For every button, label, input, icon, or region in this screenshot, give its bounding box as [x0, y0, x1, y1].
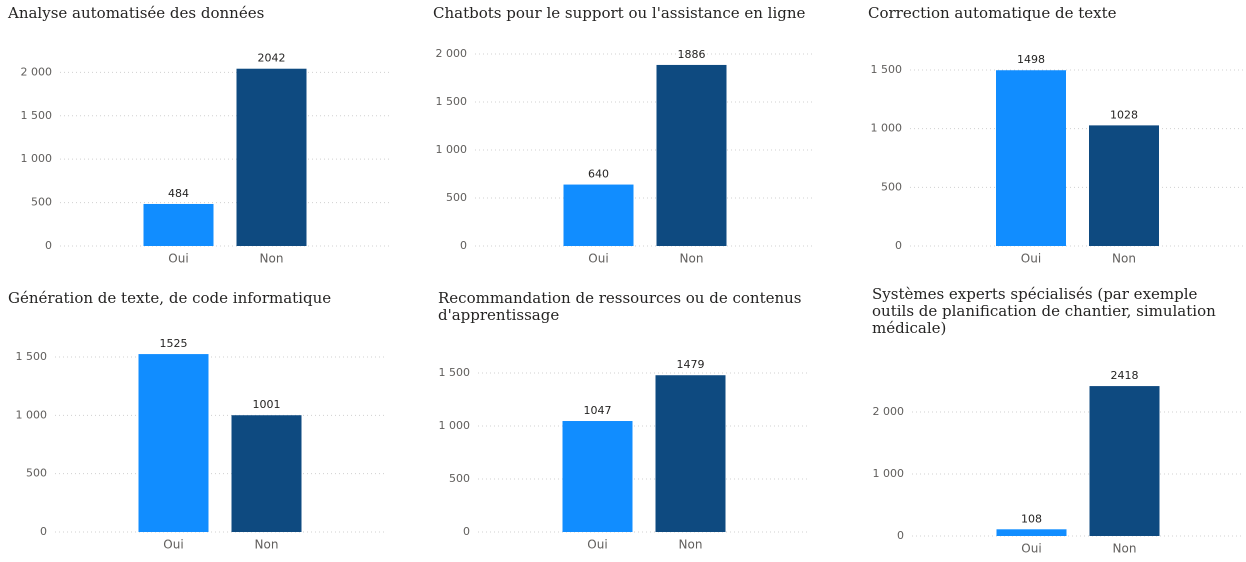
bar — [562, 421, 633, 532]
chart-title: Correction automatique de texte — [868, 4, 1117, 22]
y-tick-label: 500 — [881, 180, 902, 193]
y-tick-label: 1 500 — [21, 109, 53, 122]
bar — [655, 375, 726, 532]
chart-title: Analyse automatisée des données — [8, 4, 265, 22]
x-tick-label: Non — [1112, 252, 1136, 266]
y-tick-label: 2 000 — [436, 47, 468, 60]
bar — [236, 68, 307, 246]
y-tick-label: 0 — [460, 239, 467, 252]
y-tick-label: 2 000 — [873, 405, 905, 418]
data-label: 1498 — [1017, 53, 1045, 66]
y-tick-label: 2 000 — [21, 65, 53, 78]
y-tick-label: 1 500 — [439, 366, 471, 379]
bar — [231, 415, 302, 532]
y-tick-label: 1 000 — [871, 122, 903, 135]
x-tick-label: Non — [1113, 542, 1137, 556]
y-tick-label: 1 000 — [873, 467, 905, 480]
y-tick-label: 1 000 — [439, 419, 471, 432]
chart-title: Chatbots pour le support ou l'assistance… — [433, 4, 806, 22]
x-tick-label: Oui — [588, 252, 608, 266]
x-tick-label: Non — [255, 538, 279, 552]
y-tick-label: 1 000 — [436, 143, 468, 156]
data-label: 1047 — [584, 404, 612, 417]
bar — [656, 64, 727, 246]
data-label: 2042 — [258, 52, 286, 65]
y-tick-label: 1 000 — [21, 152, 53, 165]
chart-title: Recommandation de ressources ou de conte… — [438, 289, 802, 324]
x-tick-label: Oui — [587, 538, 607, 552]
bar — [143, 203, 214, 246]
data-label: 108 — [1021, 512, 1042, 525]
x-tick-label: Oui — [1021, 542, 1041, 556]
y-tick-label: 500 — [446, 191, 467, 204]
data-label: 1479 — [677, 358, 705, 371]
data-label: 2418 — [1111, 369, 1139, 382]
y-tick-label: 500 — [449, 472, 470, 485]
y-tick-label: 500 — [26, 467, 47, 480]
x-tick-label: Oui — [163, 538, 183, 552]
data-label: 1028 — [1110, 108, 1138, 121]
data-label: 1525 — [160, 337, 188, 350]
chart-title: Génération de texte, de code informatiqu… — [8, 289, 332, 307]
bar — [996, 70, 1066, 246]
x-tick-label: Non — [679, 538, 703, 552]
y-tick-label: 1 500 — [16, 350, 48, 363]
bar — [563, 184, 634, 246]
y-tick-label: 500 — [31, 196, 52, 209]
bar — [138, 354, 209, 532]
data-label: 1001 — [253, 398, 281, 411]
x-tick-label: Non — [680, 252, 704, 266]
y-tick-label: 1 500 — [436, 95, 468, 108]
x-tick-label: Oui — [1021, 252, 1041, 266]
bar — [996, 529, 1067, 536]
bar — [1089, 386, 1160, 536]
data-label: 640 — [588, 168, 609, 181]
data-label: 1886 — [678, 48, 706, 61]
data-label: 484 — [168, 187, 189, 200]
y-tick-label: 1 000 — [16, 408, 48, 421]
y-tick-label: 0 — [897, 529, 904, 542]
y-tick-label: 1 500 — [871, 63, 903, 76]
y-tick-label: 0 — [40, 525, 47, 538]
y-tick-label: 0 — [895, 239, 902, 252]
bar — [1089, 125, 1159, 246]
y-tick-label: 0 — [45, 239, 52, 252]
y-tick-label: 0 — [463, 525, 470, 538]
x-tick-label: Non — [260, 252, 284, 266]
x-tick-label: Oui — [168, 252, 188, 266]
chart-title: Systèmes experts spécialisés (par exempl… — [872, 285, 1216, 337]
